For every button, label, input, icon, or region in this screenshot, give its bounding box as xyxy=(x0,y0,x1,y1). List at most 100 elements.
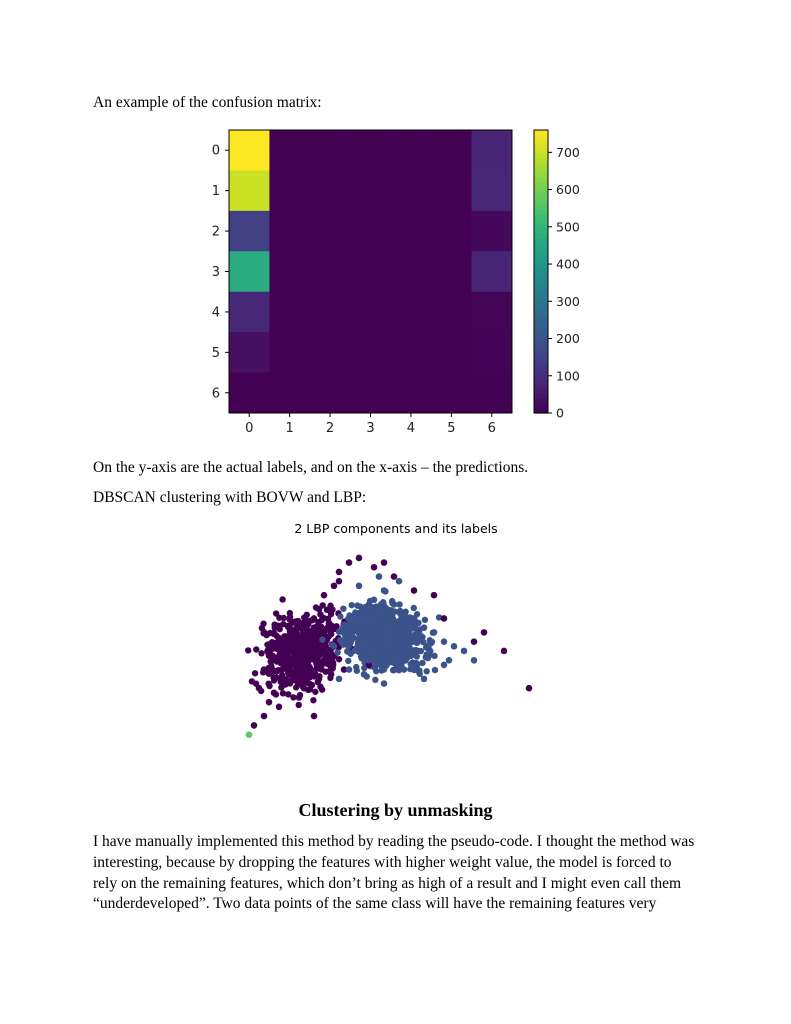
colorbar-segment xyxy=(534,153,548,159)
x-tick-label: 0 xyxy=(245,421,253,436)
x-tick-label: 3 xyxy=(366,421,374,436)
scatter-point xyxy=(329,661,337,669)
scatter-point xyxy=(425,652,433,659)
scatter-point xyxy=(445,656,453,664)
colorbar-segment xyxy=(534,158,548,164)
colorbar-segment xyxy=(534,262,548,268)
scatter-point xyxy=(397,623,404,630)
scatter-point xyxy=(289,619,296,626)
scatter-point xyxy=(300,638,308,645)
scatter-point xyxy=(264,641,271,648)
scatter-point xyxy=(355,554,363,562)
scatter-title: 2 LBP components and its labels xyxy=(294,521,497,536)
paragraph-line: I have manually implemented this method … xyxy=(93,833,695,850)
scatter-point xyxy=(357,653,365,660)
scatter-point xyxy=(245,731,253,738)
scatter-point xyxy=(260,712,268,720)
colorbar-segment xyxy=(534,196,548,202)
intro-text: An example of the confusion matrix: xyxy=(93,94,322,111)
scatter-point xyxy=(380,666,388,673)
heatmap-cell xyxy=(350,332,392,374)
scatter-point xyxy=(295,694,303,701)
scatter-point xyxy=(525,684,533,692)
colorbar-segment xyxy=(534,233,548,240)
scatter-point xyxy=(382,636,389,644)
heatmap-cell xyxy=(350,130,392,171)
scatter-point xyxy=(420,675,428,683)
scatter-point xyxy=(361,664,368,672)
scatter-point xyxy=(390,573,398,580)
scatter-point xyxy=(345,657,352,665)
dbscan-scatter-figure: 2 LBP components and its labels xyxy=(226,516,566,761)
scatter-point xyxy=(397,634,404,641)
scatter-point xyxy=(295,701,302,709)
scatter-point xyxy=(330,643,338,650)
scatter-point xyxy=(353,663,360,671)
scatter-point xyxy=(293,667,300,674)
heatmap-cell xyxy=(390,291,432,333)
scatter-point xyxy=(308,671,316,678)
scatter-point xyxy=(305,629,313,636)
scatter-point xyxy=(380,587,388,594)
scatter-point xyxy=(372,676,379,684)
scatter-point xyxy=(410,615,418,622)
colorbar-segment xyxy=(534,200,548,207)
heatmap-cell xyxy=(309,251,351,293)
scatter-point xyxy=(430,591,438,599)
scatter-point xyxy=(401,638,409,645)
scatter-point xyxy=(312,688,319,695)
heatmap-cell xyxy=(229,372,270,414)
heatmap-cell xyxy=(350,170,392,212)
heatmap-cell xyxy=(229,210,270,252)
x-tick-label: 2 xyxy=(326,421,334,436)
scatter-point xyxy=(364,630,371,637)
y-tick-label: 5 xyxy=(212,346,220,361)
scatter-point xyxy=(286,634,294,642)
colorbar-segment xyxy=(534,375,548,381)
colorbar-segment xyxy=(534,323,548,329)
scatter-point xyxy=(410,587,418,594)
heatmap-cell xyxy=(471,170,513,212)
scatter-point xyxy=(345,666,353,673)
colorbar-segment xyxy=(534,318,548,324)
scatter-point xyxy=(285,691,292,698)
scatter-point xyxy=(273,674,280,681)
colorbar-segment xyxy=(534,252,548,258)
scatter-point xyxy=(265,680,272,687)
heatmap-cell xyxy=(229,170,270,212)
scatter-point xyxy=(345,643,352,651)
scatter-point xyxy=(316,659,323,667)
scatter-point xyxy=(345,559,353,566)
scatter-point xyxy=(334,649,341,656)
scatter-point xyxy=(440,638,448,645)
heatmap-cell xyxy=(350,372,392,414)
scatter-point xyxy=(322,653,329,661)
scatter-point xyxy=(340,666,348,673)
heatmap-cell xyxy=(390,332,432,374)
heatmap-cell xyxy=(229,251,270,293)
heatmap-cell xyxy=(269,291,311,333)
scatter-point xyxy=(391,608,399,615)
scatter-point xyxy=(413,639,421,647)
x-tick-label: 5 xyxy=(447,421,455,436)
scatter-point xyxy=(430,629,438,636)
paragraph-line: interesting, because by dropping the fea… xyxy=(93,853,672,871)
scatter-point xyxy=(470,656,478,664)
scatter-point xyxy=(419,659,426,667)
colorbar-segment xyxy=(534,408,548,414)
heatmap-cell xyxy=(350,210,392,252)
scatter-point xyxy=(365,656,373,664)
scatter-point xyxy=(305,664,312,671)
scatter-point xyxy=(420,639,427,646)
colorbar-segment xyxy=(534,337,548,343)
colorbar-segment xyxy=(534,181,548,188)
scatter-point xyxy=(357,630,365,637)
scatter-point xyxy=(324,660,332,668)
scatter-point xyxy=(258,650,265,657)
colorbar-tick-label: 200 xyxy=(556,331,580,346)
scatter-point xyxy=(480,629,488,636)
scatter-point xyxy=(244,647,252,654)
scatter-point xyxy=(431,652,438,660)
heatmap-cell xyxy=(269,130,311,171)
scatter-point xyxy=(306,680,313,687)
